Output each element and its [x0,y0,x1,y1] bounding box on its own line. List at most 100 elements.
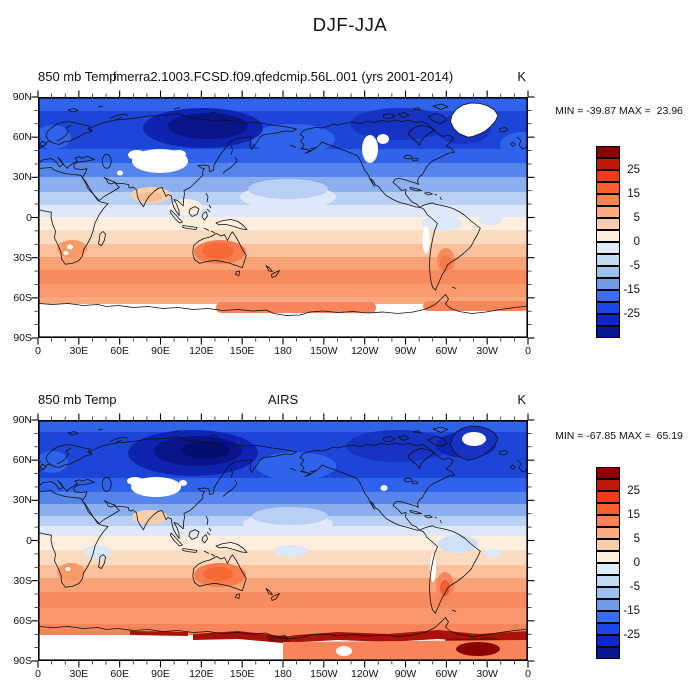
colorbar-box [596,314,620,326]
colorbar-box [596,290,620,302]
obs-title: AIRS [267,392,299,407]
colorbar-label: 0 [633,557,640,569]
colorbar-box [596,302,620,314]
lat-tick-label: 90S [13,655,32,667]
colorbar-box [596,479,620,491]
lon-tick-label: 30E [69,345,89,357]
lat-tick-label: 60S [13,291,32,304]
lon-tick-label: 120E [189,668,214,680]
colorbar-label: 0 [633,236,640,248]
lon-tick-label: 90W [394,668,417,680]
colorbar-label: -15 [623,284,640,296]
colorbar-box [596,206,620,218]
lat-tick-label: 30N [12,494,32,507]
lon-tick-label: 150W [310,345,338,357]
colorbar-label: -5 [629,581,640,593]
lon-tick-label: 0 [35,345,41,357]
axis-ticks [31,413,535,668]
colorbar-box [596,587,620,599]
lat-tick-label: 0 [26,211,32,224]
minmax-stats: MIN = -39.87 MAX = 23.96 [555,105,683,117]
lat-tick-label: 90N [12,414,32,426]
lon-tick-label: 120E [189,345,214,357]
lon-tick-label: 120W [350,345,379,357]
lon-tick-label: 30W [476,345,498,357]
lon-tick-label: 0 [525,345,531,357]
colorbar-box [596,278,620,290]
lat-tick-label: 60N [12,454,32,467]
lon-tick-label: 90E [151,345,170,357]
lat-tick-label: 90S [13,332,32,344]
colorbar-label: 5 [633,533,640,545]
lon-tick-label: 150E [229,668,255,680]
variable-title: 850 mb Temp [38,392,117,407]
colorbar-box [596,563,620,575]
lon-tick-label: 90E [151,668,170,680]
colorbar-box [596,503,620,515]
colorbar-box [596,527,620,539]
map-model [31,90,535,345]
lat-tick-label: 30N [12,171,32,184]
lat-tick-label: 90N [12,91,32,103]
lon-tick-label: 0 [525,668,531,680]
colorbar-label: -5 [629,260,640,272]
map-canvas-obs [31,413,535,668]
map-canvas-model [31,90,535,345]
case-title: fmerra2.1003.FCSD.f09.qfedcmip.56L.001 (… [112,69,454,84]
lon-tick-label: 150W [310,668,338,680]
colorbar-box [596,647,620,659]
lat-tick-label: 30S [13,251,32,264]
lon-tick-label: 120W [350,668,379,680]
colorbar-label: -25 [623,629,640,641]
colorbar-label: -25 [623,308,640,320]
colorbar-box [596,551,620,563]
colorbar-box [596,635,620,647]
panel-obs-header: 850 mb Temp AIRS K [38,392,528,408]
colorbar-box [596,254,620,266]
colorbar-box [596,266,620,278]
colorbar-box [596,611,620,623]
minmax-stats: MIN = -67.85 MAX = 65.19 [555,430,683,442]
lon-tick-label: 180 [274,668,292,680]
temperature-field-model [38,97,528,338]
colorbar-label: 25 [627,164,640,176]
map-frame [38,97,528,338]
colorbar-label: 15 [627,188,640,200]
colorbar-label: -15 [623,605,640,617]
lon-tick-label: 60W [435,668,458,680]
colorbar-box [596,182,620,194]
units-label: K [517,392,526,407]
lon-tick-label: 60E [110,345,129,357]
colorbar-box [596,515,620,527]
colorbar-label: 15 [627,509,640,521]
colorbar-box [596,623,620,635]
colorbar-box [596,194,620,206]
axis-ticks [31,90,535,345]
temperature-field-obs [38,420,528,661]
lon-tick-label: 60W [435,345,458,357]
colorbar-box [596,326,620,338]
colorbar-box [596,539,620,551]
lon-tick-label: 0 [35,668,41,680]
colorbar-box [596,467,620,479]
colorbar-box [596,146,620,158]
lat-tick-label: 0 [26,534,32,547]
lon-tick-label: 60E [110,668,129,680]
lon-tick-label: 150E [229,345,255,357]
colorbar-box [596,575,620,587]
colorbar-obs: 25 15 5 0 -5 -15 -25 [596,467,640,659]
units-label: K [517,69,526,84]
colorbar-box [596,218,620,230]
lon-tick-label: 180 [274,345,292,357]
colorbar-box [596,599,620,611]
lon-tick-label: 30W [476,668,498,680]
colorbar-box [596,158,620,170]
lat-tick-label: 60S [13,614,32,627]
variable-title: 850 mb Temp [38,69,117,84]
colorbar-model: 25 15 5 0 -5 -15 -25 [596,146,640,338]
colorbar-label: 25 [627,485,640,497]
colorbar-box [596,230,620,242]
